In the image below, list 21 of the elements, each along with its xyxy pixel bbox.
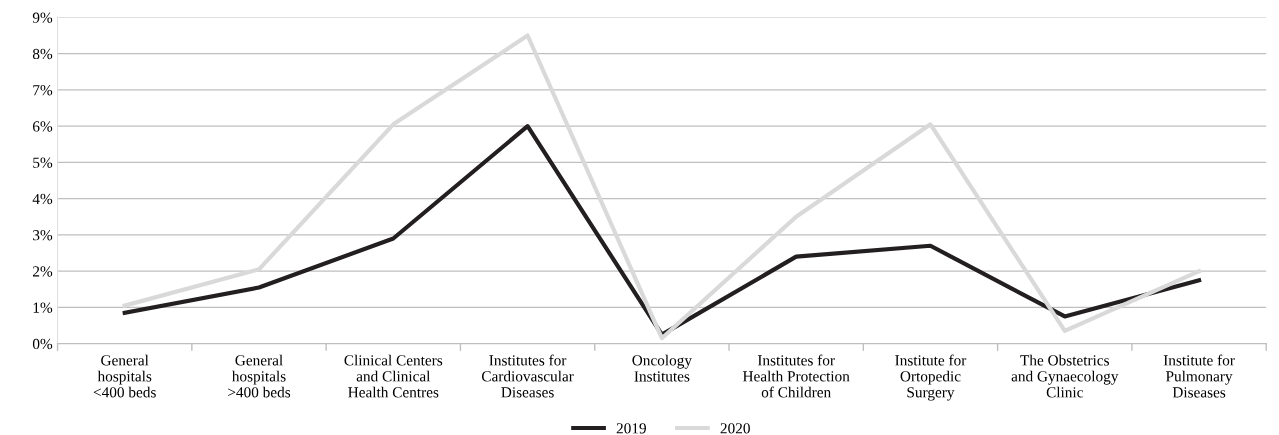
y-tick-label: 6%: [32, 121, 53, 132]
y-tick-label: 4%: [32, 193, 53, 205]
x-tick-label: The Obstetrics and Gynaecology Clinic: [1011, 354, 1119, 398]
x-tick-label: Institutes for Health Protection of Children: [742, 354, 850, 398]
legend-label: 2019: [616, 423, 646, 434]
y-tick-label: 9%: [32, 12, 53, 23]
x-tick-label: Institute for Pulmonary Diseases: [1163, 354, 1235, 398]
x-tick-label: Institutes for Cardiovascular Diseases: [481, 354, 574, 398]
x-tick-label: General hospitals >400 beds: [228, 354, 291, 398]
x-tick-label: Clinical Centers and Clinical Health Centres: [344, 354, 443, 398]
x-tick-label: Institute for Ortopedic Surgery: [895, 354, 967, 401]
y-tick-label: 5%: [33, 157, 53, 168]
y-tick-label: 2%: [33, 266, 53, 277]
x-tick-label: Oncology Institutes: [632, 354, 692, 382]
y-tick-label: 8%: [32, 48, 53, 60]
legend-label: 2020: [720, 423, 750, 434]
y-tick-label: 1%: [33, 302, 53, 313]
y-tick-label: 3%: [33, 230, 53, 241]
y-tick-label: 0%: [32, 338, 53, 350]
y-tick-label: 7%: [33, 85, 53, 96]
x-tick-label: General hospitals <400 beds: [93, 354, 156, 398]
